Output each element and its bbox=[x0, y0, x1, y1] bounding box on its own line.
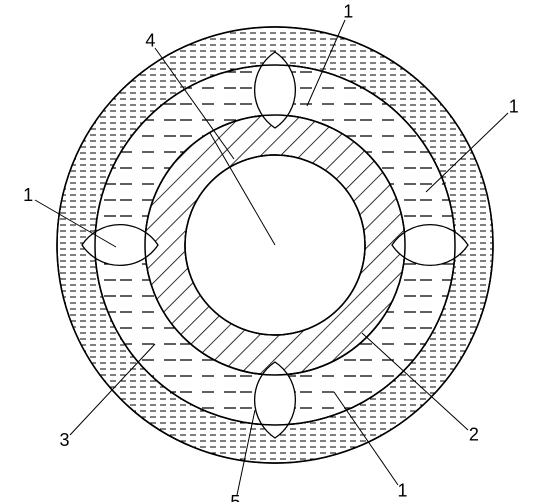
cross-section-diagram: 1 4 1 1 1 2 3 5 bbox=[0, 0, 551, 502]
label-text: 2 bbox=[469, 424, 479, 444]
label-text: 5 bbox=[230, 492, 240, 502]
label-text: 3 bbox=[60, 430, 70, 450]
label-text: 1 bbox=[398, 481, 408, 501]
label-text: 1 bbox=[509, 96, 519, 116]
label-text: 1 bbox=[343, 2, 353, 22]
label-text: 1 bbox=[23, 185, 33, 205]
label-text: 4 bbox=[145, 30, 155, 50]
